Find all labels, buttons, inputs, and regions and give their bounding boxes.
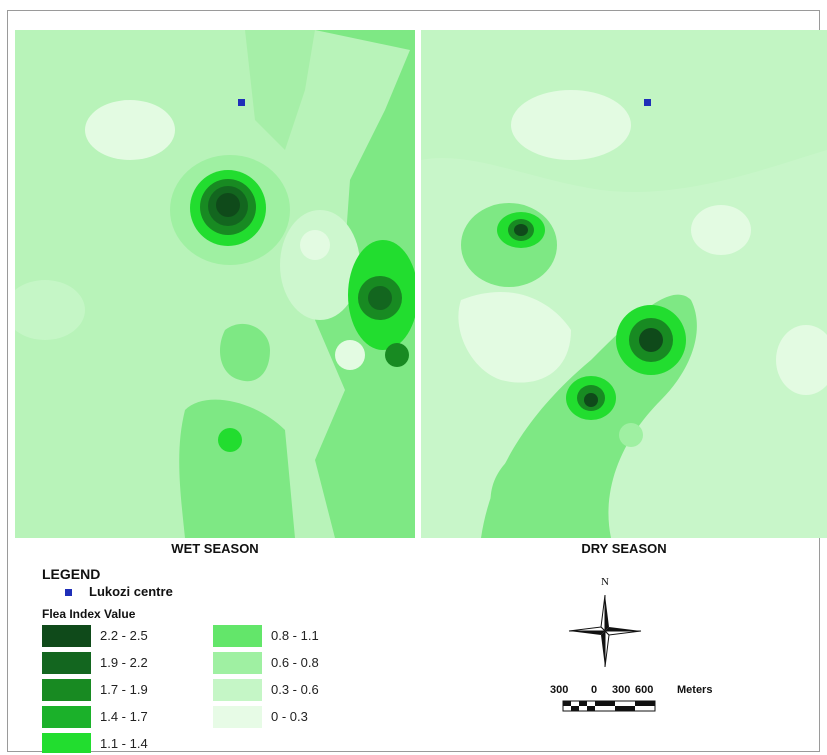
lukozi-centre-label: Lukozi centre (89, 584, 173, 599)
north-label: N (601, 576, 609, 588)
dry-season-map (421, 30, 827, 538)
scale-tick-300: 300 (612, 684, 631, 696)
legend-label: 2.2 - 2.5 (100, 628, 148, 643)
legend-swatch (213, 679, 262, 701)
legend-swatch (42, 733, 91, 753)
legend-title: LEGEND (42, 566, 101, 582)
legend-swatch (42, 625, 91, 647)
legend-label: 0.8 - 1.1 (271, 628, 319, 643)
legend-label: 0.3 - 0.6 (271, 682, 319, 697)
wet-season-label: WET SEASON (171, 541, 259, 556)
lukozi-centre-symbol (65, 589, 72, 596)
north-arrow-compass: N (565, 575, 645, 670)
legend-swatch (213, 625, 262, 647)
legend-label: 1.1 - 1.4 (100, 736, 148, 751)
scale-tick-300-left: 300 (550, 684, 569, 696)
scale-bar (550, 684, 730, 716)
legend-label: 1.4 - 1.7 (100, 709, 148, 724)
scale-tick-600: 600 (635, 684, 654, 696)
legend-swatch (42, 706, 91, 728)
flea-index-title: Flea Index Value (42, 607, 136, 621)
scale-unit: Meters (677, 684, 713, 696)
legend-label: 0.6 - 0.8 (271, 655, 319, 670)
lukozi-centre-marker-wet (238, 99, 245, 106)
legend-label: 1.9 - 2.2 (100, 655, 148, 670)
lukozi-centre-marker-dry (644, 99, 651, 106)
legend-swatch (213, 652, 262, 674)
legend-swatch (42, 679, 91, 701)
legend-label: 1.7 - 1.9 (100, 682, 148, 697)
legend-swatch (213, 706, 262, 728)
legend-label: 0 - 0.3 (271, 709, 308, 724)
legend-swatch (42, 652, 91, 674)
dry-season-label: DRY SEASON (581, 541, 667, 556)
wet-season-map (15, 30, 415, 538)
scale-tick-0: 0 (591, 684, 598, 696)
